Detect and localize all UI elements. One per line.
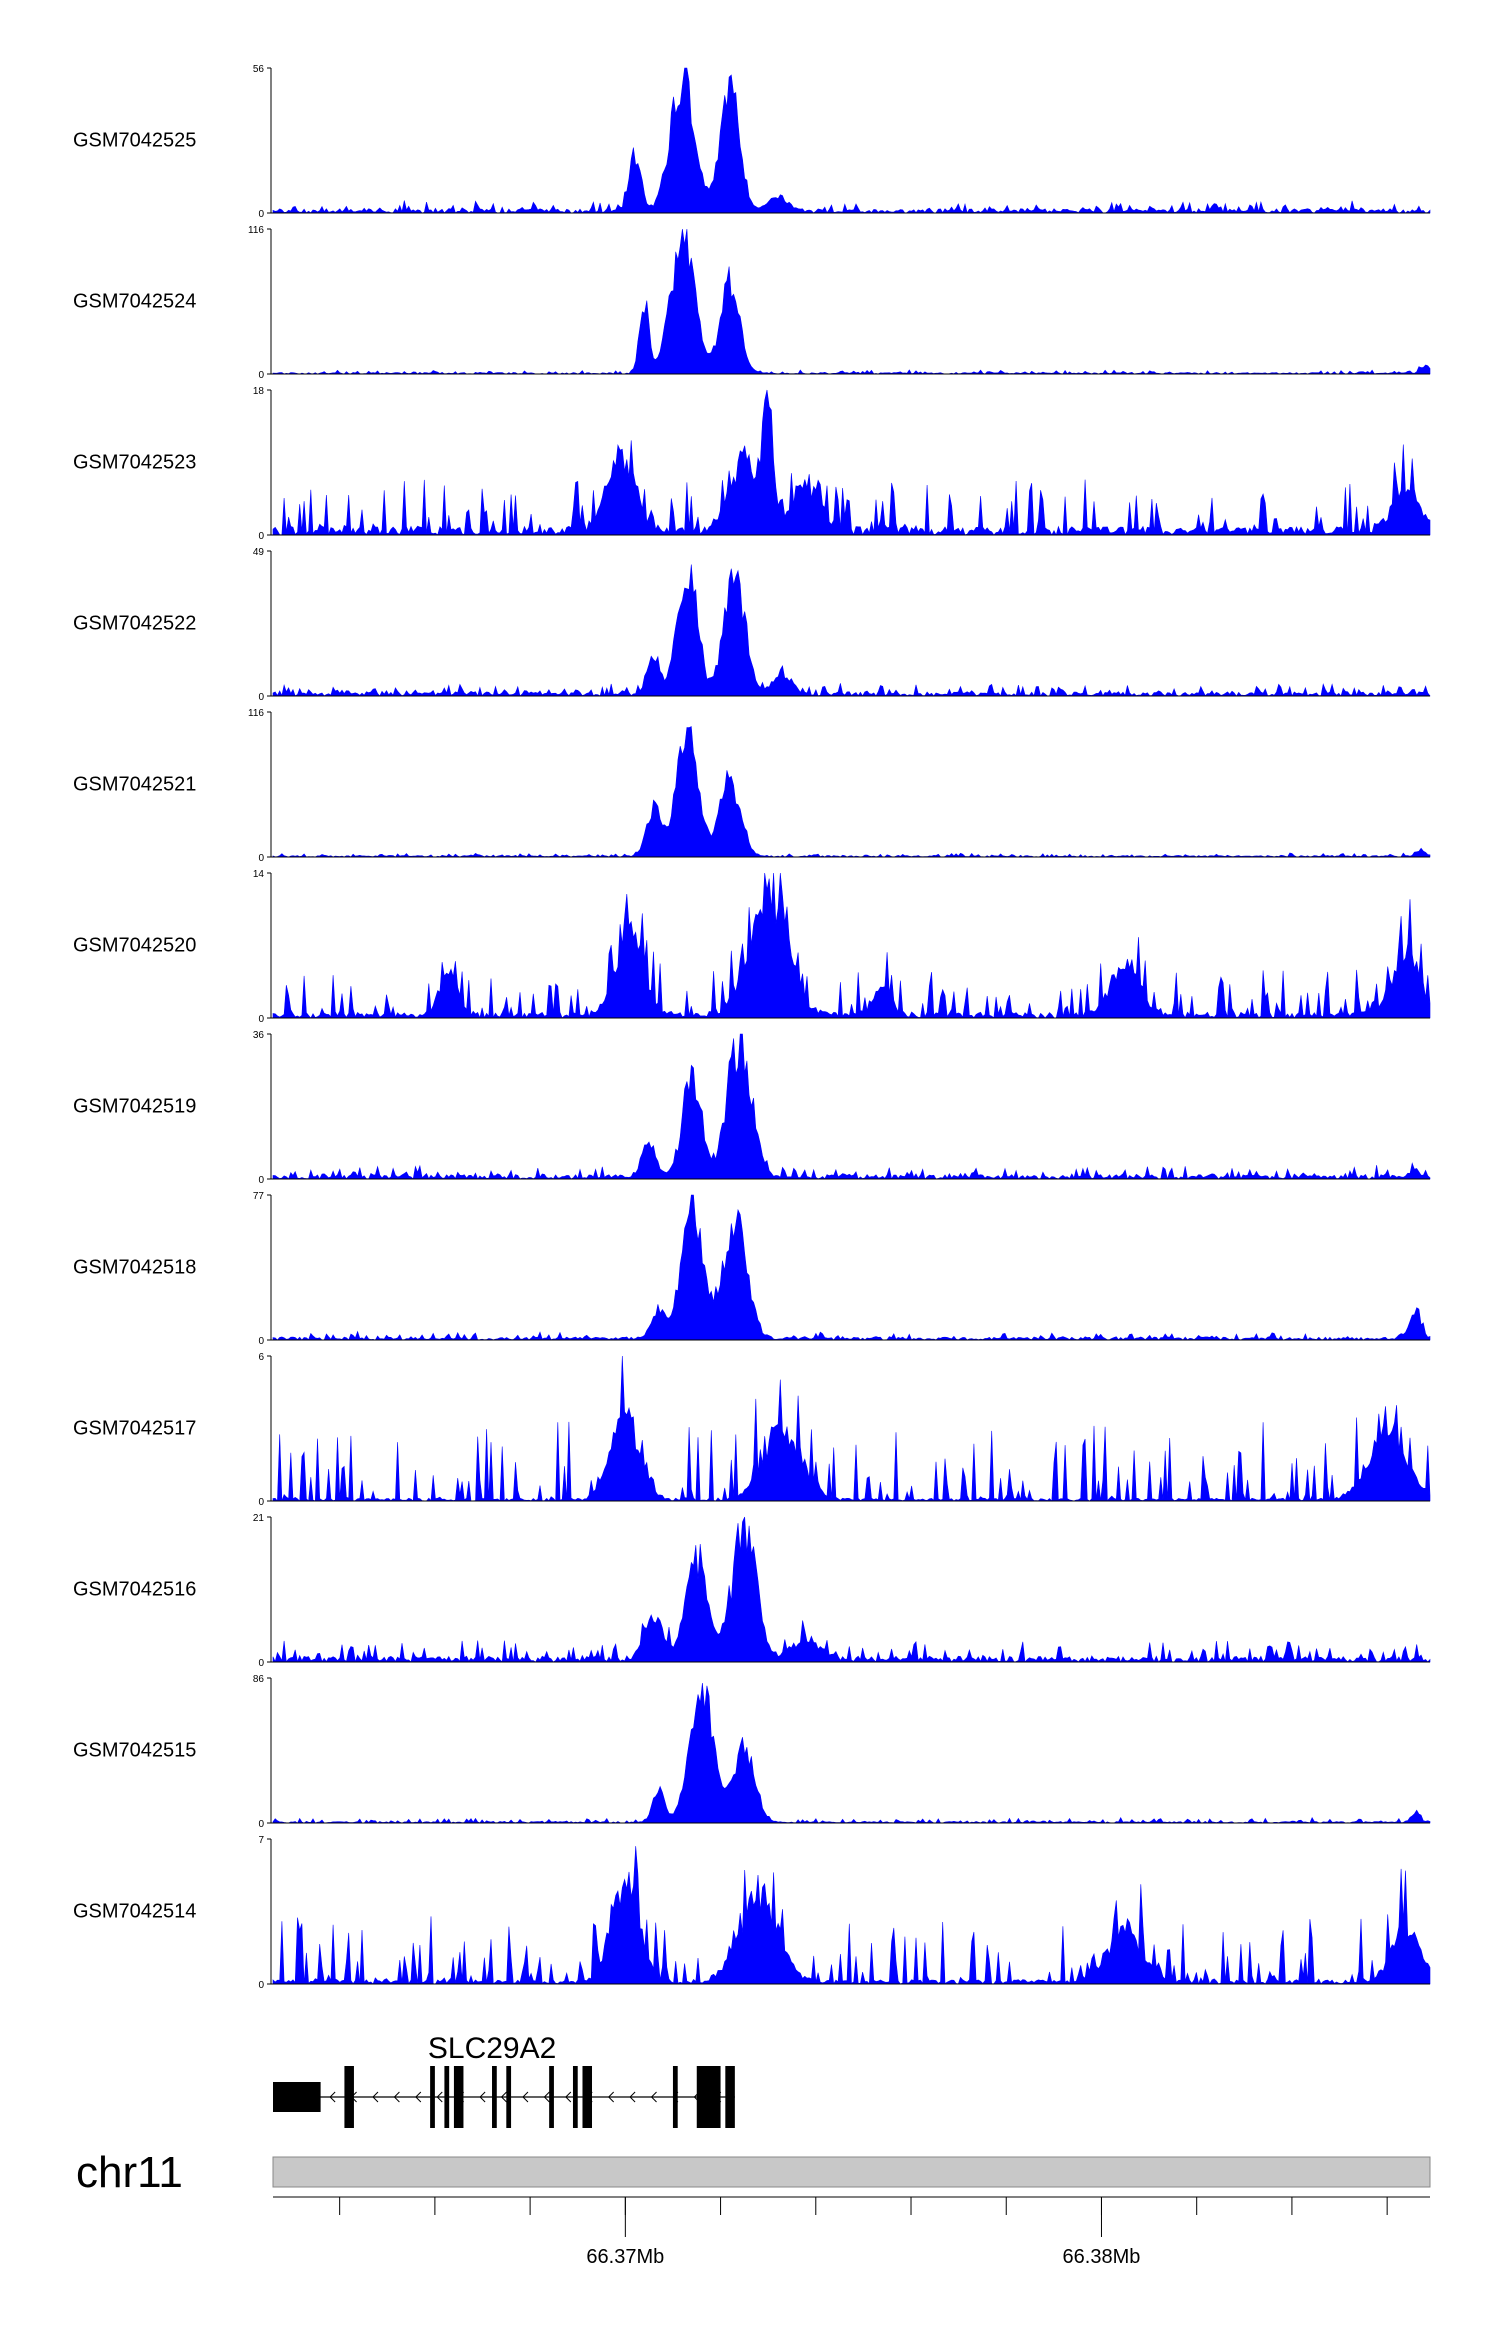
track-y-zero-label: 0 bbox=[258, 1014, 264, 1025]
gene-strand-arrow bbox=[436, 2091, 443, 2103]
track-y-zero-label: 0 bbox=[258, 1336, 264, 1347]
track-y-zero-label: 0 bbox=[258, 531, 264, 542]
track-label-GSM7042525: GSM7042525 bbox=[73, 130, 196, 152]
gene-exon bbox=[344, 2066, 354, 2128]
track-y-zero-label: 0 bbox=[258, 1497, 264, 1508]
track-label-GSM7042517: GSM7042517 bbox=[73, 1418, 196, 1440]
gene-exon bbox=[444, 2066, 450, 2128]
track-signal-GSM7042522 bbox=[272, 564, 1431, 697]
track-y-max-label: 7 bbox=[258, 1835, 264, 1846]
gene-strand-arrow bbox=[543, 2091, 550, 2103]
track-y-zero-label: 0 bbox=[258, 1175, 264, 1186]
track-label-GSM7042514: GSM7042514 bbox=[73, 1901, 196, 1923]
gene-exon bbox=[492, 2066, 497, 2128]
chromosome-ideogram-bar bbox=[272, 2156, 1431, 2188]
track-y-zero-label: 0 bbox=[258, 692, 264, 703]
track-y-max-label: 36 bbox=[253, 1030, 265, 1041]
gene-strand-arrow bbox=[522, 2091, 529, 2103]
gene-strand-arrow bbox=[565, 2091, 572, 2103]
track-label-GSM7042518: GSM7042518 bbox=[73, 1257, 196, 1279]
genomic-axis-label: 66.37Mb bbox=[586, 2246, 664, 2268]
track-y-max-label: 116 bbox=[248, 708, 264, 719]
genomic-axis-label: 66.38Mb bbox=[1063, 2246, 1141, 2268]
gene-exon bbox=[453, 2066, 464, 2128]
track-signal-GSM7042515 bbox=[272, 1682, 1431, 1824]
track-signal-GSM7042525 bbox=[272, 67, 1431, 214]
gene-exon bbox=[549, 2066, 554, 2128]
track-label-GSM7042520: GSM7042520 bbox=[73, 935, 196, 957]
gene-exon bbox=[582, 2066, 593, 2128]
track-signal-GSM7042523 bbox=[272, 389, 1431, 536]
track-label-GSM7042516: GSM7042516 bbox=[73, 1579, 196, 1601]
gene-exon bbox=[572, 2066, 578, 2128]
track-signal-GSM7042517 bbox=[272, 1355, 1431, 1502]
track-y-max-label: 14 bbox=[253, 869, 265, 880]
track-signal-GSM7042518 bbox=[272, 1194, 1431, 1341]
gene-exon bbox=[506, 2066, 512, 2128]
gene-exon bbox=[273, 2082, 321, 2112]
track-signal-GSM7042524 bbox=[272, 228, 1431, 375]
gene-strand-arrow bbox=[629, 2091, 636, 2103]
track-signal-GSM7042514 bbox=[272, 1846, 1431, 1986]
track-label-GSM7042524: GSM7042524 bbox=[73, 291, 196, 313]
track-signal-GSM7042519 bbox=[272, 1033, 1431, 1181]
gene-exon bbox=[725, 2066, 735, 2128]
track-label-GSM7042523: GSM7042523 bbox=[73, 452, 196, 474]
gene-exon bbox=[696, 2066, 721, 2128]
track-y-max-label: 6 bbox=[258, 1352, 264, 1363]
track-y-max-label: 18 bbox=[253, 386, 265, 397]
track-label-GSM7042522: GSM7042522 bbox=[73, 613, 196, 635]
gene-strand-arrow bbox=[329, 2091, 336, 2103]
track-y-max-label: 49 bbox=[253, 547, 265, 558]
track-y-max-label: 56 bbox=[253, 64, 265, 75]
track-y-max-label: 116 bbox=[248, 225, 264, 236]
track-y-max-label: 77 bbox=[253, 1191, 265, 1202]
track-y-max-label: 86 bbox=[253, 1674, 265, 1685]
gene-strand-arrow bbox=[607, 2091, 615, 2103]
gene-strand-arrow bbox=[372, 2091, 379, 2103]
gene-exon bbox=[430, 2066, 435, 2128]
track-y-zero-label: 0 bbox=[258, 853, 264, 864]
track-signal-GSM7042516 bbox=[272, 1516, 1431, 1663]
gene-name-label: SLC29A2 bbox=[428, 2032, 556, 2065]
track-label-GSM7042521: GSM7042521 bbox=[73, 774, 196, 796]
track-y-zero-label: 0 bbox=[258, 1980, 264, 1991]
track-label-GSM7042519: GSM7042519 bbox=[73, 1096, 196, 1118]
gene-strand-arrow bbox=[650, 2091, 657, 2103]
gene-strand-arrow bbox=[479, 2091, 486, 2103]
gene-strand-arrow bbox=[500, 2091, 507, 2103]
gene-exon bbox=[672, 2066, 678, 2128]
gene-strand-arrow bbox=[415, 2091, 422, 2103]
track-y-max-label: 21 bbox=[253, 1513, 265, 1524]
track-label-GSM7042515: GSM7042515 bbox=[73, 1740, 196, 1762]
chromosome-label: chr11 bbox=[76, 2148, 183, 2197]
track-signal-GSM7042520 bbox=[272, 872, 1431, 1019]
gene-strand-arrow bbox=[393, 2091, 400, 2103]
track-y-zero-label: 0 bbox=[258, 370, 264, 381]
track-y-zero-label: 0 bbox=[258, 1658, 264, 1669]
track-y-zero-label: 0 bbox=[258, 209, 264, 220]
track-signal-GSM7042521 bbox=[272, 726, 1431, 858]
track-y-zero-label: 0 bbox=[258, 1819, 264, 1830]
